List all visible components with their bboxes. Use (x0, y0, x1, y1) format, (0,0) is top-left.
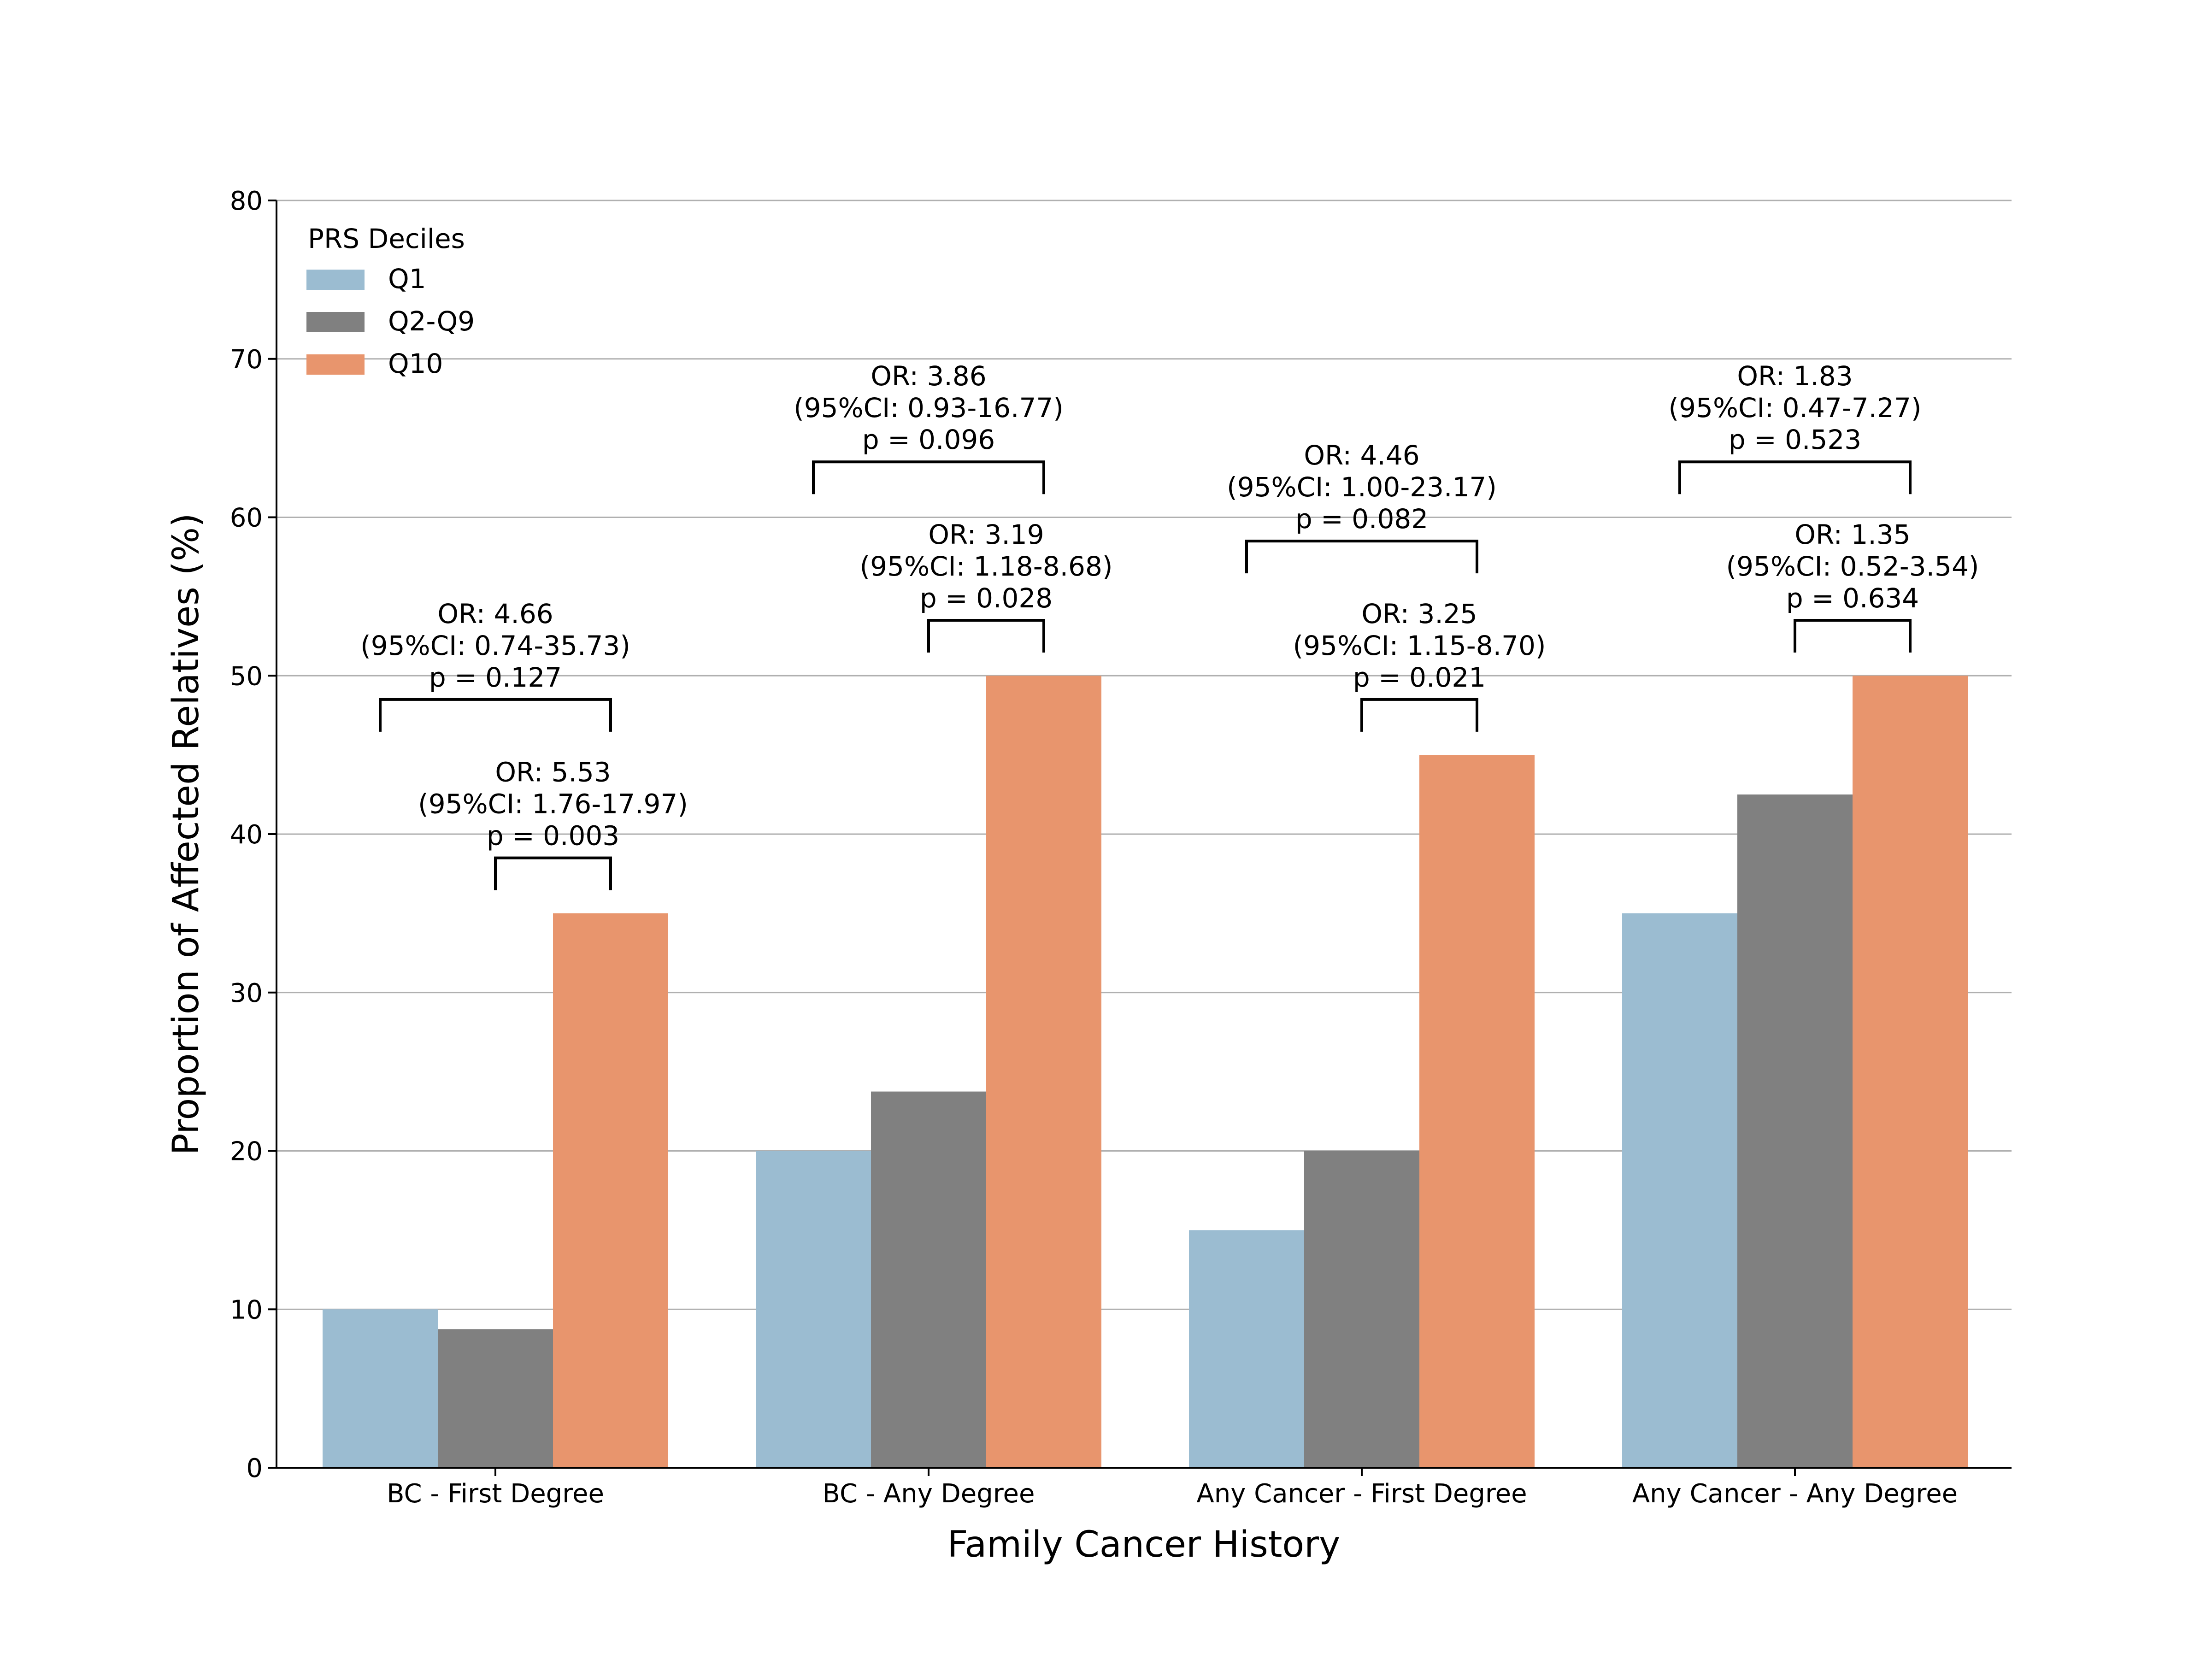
bar-q10-0 (553, 913, 668, 1468)
bracket-0 (379, 698, 612, 732)
annotation-2-line-1: (95%CI: 0.93-16.77) (794, 392, 1064, 424)
bracket-3 (927, 618, 1045, 653)
legend-title: PRS Deciles (308, 223, 465, 254)
bar-q1-0 (323, 1309, 438, 1468)
annotation-4-line-1: (95%CI: 1.00-23.17) (1227, 471, 1497, 503)
annotation-3-line-2: p = 0.028 (920, 582, 1053, 614)
y-tick-label-0: 0 (246, 1453, 263, 1483)
annotation-2-line-0: OR: 3.86 (871, 360, 986, 392)
annotation-0-line-2: p = 0.127 (429, 662, 562, 693)
y-tick-label-80: 80 (230, 186, 263, 216)
bar-q1-2 (1189, 1230, 1304, 1468)
bracket-1 (494, 856, 612, 890)
legend-label-q2-q9: Q2-Q9 (388, 306, 475, 337)
annotation-7-line-0: OR: 1.35 (1794, 519, 1910, 550)
bar-q1-3 (1622, 913, 1737, 1468)
x-tick-label-2: Any Cancer - First Degree (1196, 1479, 1527, 1509)
annotation-1-line-1: (95%CI: 1.76-17.97) (418, 788, 688, 820)
annotation-6-line-0: OR: 1.83 (1737, 360, 1853, 392)
bar-q2-q9-2 (1304, 1151, 1419, 1468)
y-tick-label-50: 50 (230, 661, 263, 691)
legend-swatch-q1 (306, 270, 365, 290)
y-tick-label-10: 10 (230, 1295, 263, 1325)
bar-q2-q9-1 (871, 1091, 986, 1468)
bar-q10-3 (1853, 676, 1968, 1468)
annotation-5-line-2: p = 0.021 (1353, 662, 1486, 693)
bar-q10-1 (986, 676, 1101, 1468)
annotation-4-line-0: OR: 4.46 (1304, 440, 1419, 471)
annotation-5-line-1: (95%CI: 1.15-8.70) (1293, 630, 1546, 661)
y-tick-label-30: 30 (230, 978, 263, 1008)
y-tick-label-40: 40 (230, 820, 263, 850)
annotation-0-line-0: OR: 4.66 (437, 598, 553, 629)
annotation-5-line-0: OR: 3.25 (1361, 598, 1477, 629)
bracket-5 (1360, 698, 1478, 732)
bar-q1-1 (756, 1151, 871, 1468)
legend: PRS Deciles Q1 Q2-Q9 Q10 (306, 223, 475, 379)
ticks: 0 10 20 30 40 50 60 70 80 BC - First Degree BC - A… (230, 186, 1958, 1509)
annotations: OR: 4.66(95%CI: 0.74-35.73)p = 0.127 OR: … (360, 360, 1979, 890)
legend-swatch-q10 (306, 354, 365, 375)
x-tick-label-0: BC - First Degree (387, 1479, 604, 1509)
annotation-0-line-1: (95%CI: 0.74-35.73) (360, 630, 630, 661)
annotation-2-line-2: p = 0.096 (862, 424, 995, 455)
annotation-4-line-2: p = 0.082 (1295, 503, 1428, 535)
bar-q2-q9-3 (1737, 794, 1853, 1468)
bar-q2-q9-0 (438, 1329, 553, 1468)
bracket-6 (1678, 460, 1912, 494)
annotation-3-line-1: (95%CI: 1.18-8.68) (860, 551, 1113, 582)
y-tick-label-70: 70 (230, 345, 263, 375)
bracket-2 (812, 460, 1045, 494)
y-tick-label-60: 60 (230, 503, 263, 533)
bracket-7 (1794, 618, 1912, 653)
annotation-6-line-2: p = 0.523 (1729, 424, 1861, 455)
y-tick-label-20: 20 (230, 1137, 263, 1167)
y-axis-label: Proportion of Affected Relatives (%) (165, 513, 207, 1155)
legend-label-q1: Q1 (388, 263, 426, 294)
annotation-6-line-1: (95%CI: 0.47-7.27) (1669, 392, 1922, 424)
annotation-7-line-2: p = 0.634 (1786, 582, 1919, 614)
annotation-3-line-0: OR: 3.19 (928, 519, 1044, 550)
bar-q10-2 (1419, 755, 1535, 1468)
x-axis-label: Family Cancer History (947, 1524, 1341, 1565)
bars (323, 676, 1968, 1468)
x-tick-label-3: Any Cancer - Any Degree (1632, 1479, 1958, 1509)
annotation-7-line-1: (95%CI: 0.52-3.54) (1726, 551, 1979, 582)
bracket-4 (1245, 540, 1478, 574)
x-tick-label-1: BC - Any Degree (823, 1479, 1035, 1509)
annotation-1-line-0: OR: 5.53 (495, 757, 611, 788)
annotation-1-line-2: p = 0.003 (487, 820, 619, 852)
legend-label-q10: Q10 (388, 348, 443, 379)
legend-swatch-q2-q9 (306, 312, 365, 332)
